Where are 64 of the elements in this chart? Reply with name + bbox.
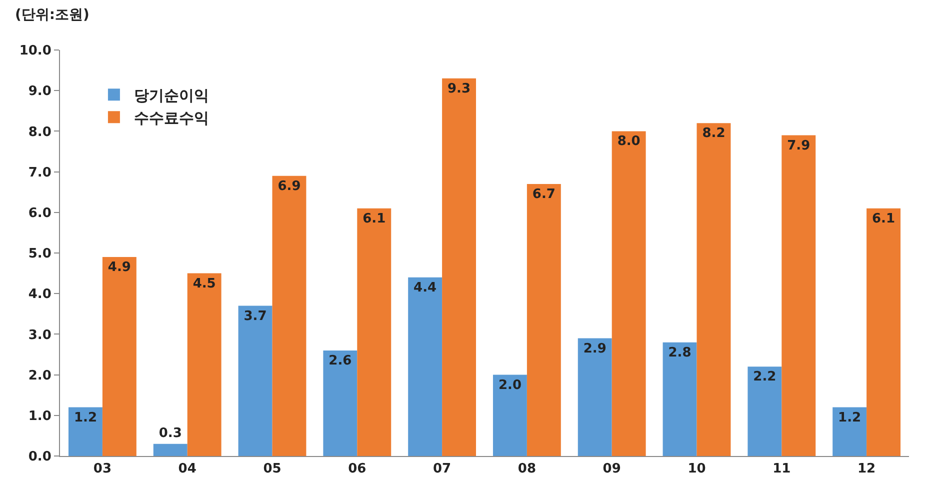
bar	[782, 135, 816, 456]
data-label: 8.2	[702, 126, 726, 142]
y-tick-label: 0.0	[28, 450, 52, 465]
x-tick-label: 08	[518, 462, 536, 477]
y-tick-label: 6.0	[28, 206, 52, 221]
data-label: 6.7	[532, 186, 556, 202]
data-label: 4.9	[108, 260, 131, 276]
bar	[662, 342, 697, 456]
y-tick-label: 10.0	[19, 44, 52, 59]
x-tick-label: 06	[348, 462, 366, 477]
bar	[612, 131, 646, 456]
bar	[153, 444, 188, 456]
y-tick-label: 8.0	[28, 124, 52, 140]
bar	[238, 306, 272, 456]
data-label: 0.3	[158, 426, 182, 441]
data-label: 1.2	[838, 410, 862, 426]
data-label: 2.2	[753, 370, 776, 385]
bar	[748, 366, 782, 456]
y-tick-label: 9.0	[28, 84, 52, 100]
bar	[526, 184, 561, 456]
legend-label: 당기순이익	[134, 86, 209, 105]
data-label: 4.5	[192, 276, 216, 292]
data-label: 1.2	[74, 410, 97, 426]
y-tick-label: 1.0	[28, 408, 52, 424]
y-tick-label: 4.0	[28, 287, 52, 302]
bar	[696, 123, 731, 456]
x-tick-label: 09	[602, 462, 621, 477]
x-tick-label: 05	[263, 462, 282, 477]
bar	[272, 176, 306, 456]
x-tick-label: 12	[858, 462, 876, 477]
bar	[442, 78, 476, 456]
x-tick-label: 03	[93, 462, 112, 477]
y-tick-label: 2.0	[28, 368, 52, 384]
data-label: 6.1	[872, 211, 896, 226]
bar	[102, 257, 136, 456]
x-tick-label: 04	[178, 462, 196, 477]
data-label: 2.6	[328, 353, 352, 368]
bar	[492, 374, 527, 456]
data-label: 2.0	[498, 378, 522, 393]
text: (단위:조원)	[15, 7, 90, 23]
data-label: 2.9	[583, 341, 606, 356]
data-label: 6.9	[278, 178, 301, 194]
data-label: 2.8	[668, 345, 692, 360]
data-label: 7.9	[787, 138, 810, 154]
x-tick-label: 10	[688, 462, 706, 477]
data-label: 8.0	[617, 134, 640, 150]
bar	[187, 273, 222, 456]
x-tick-label: 11	[772, 462, 791, 477]
legend-label: 수수료수익	[134, 109, 209, 128]
bar	[832, 407, 867, 456]
bar	[408, 277, 442, 456]
data-label: 9.3	[448, 81, 471, 96]
bar	[357, 208, 392, 456]
bar	[68, 407, 102, 456]
bar	[323, 350, 358, 456]
bar	[866, 208, 901, 456]
y-tick-label: 5.0	[28, 246, 52, 262]
y-tick-label: 7.0	[28, 165, 52, 180]
data-label: 6.1	[362, 211, 386, 226]
data-label: 4.4	[414, 280, 437, 296]
y-tick-label: 3.0	[28, 328, 52, 343]
data-label: 3.7	[244, 308, 267, 324]
bar	[578, 338, 612, 456]
x-tick-label: 07	[433, 462, 452, 477]
